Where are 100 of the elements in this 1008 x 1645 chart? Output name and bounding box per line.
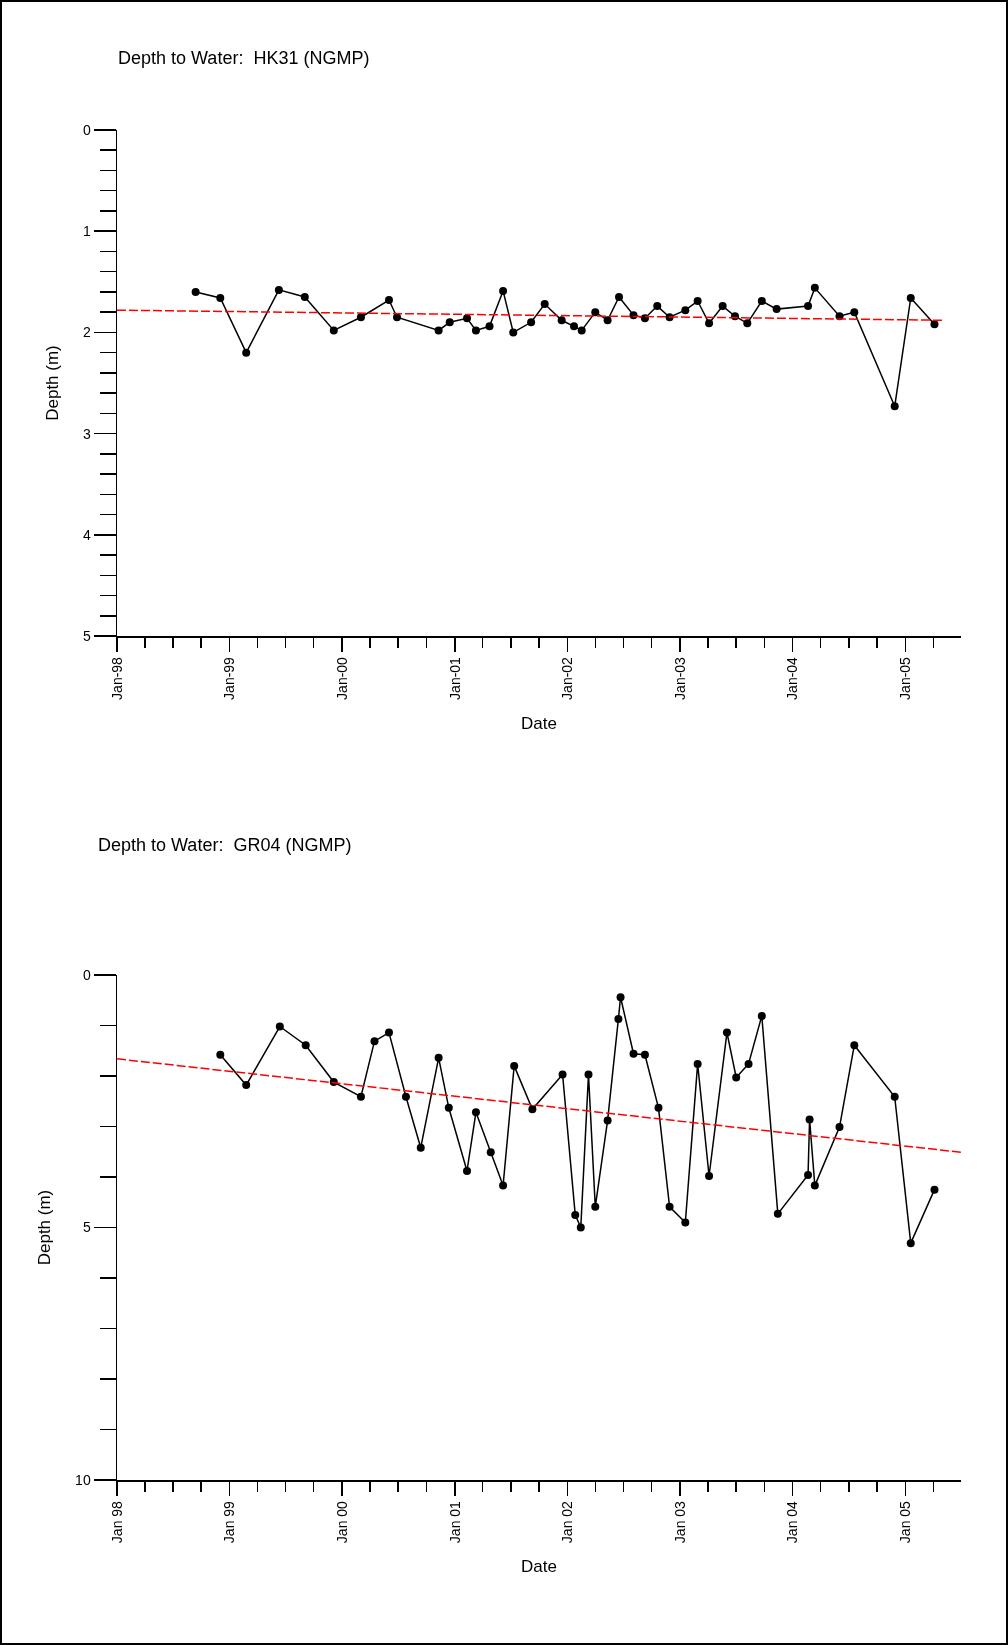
- x-axis-title: Date: [521, 1557, 557, 1577]
- point: [434, 326, 443, 335]
- point: [773, 1209, 782, 1218]
- point: [486, 1148, 495, 1157]
- point: [615, 292, 624, 301]
- point: [757, 297, 766, 306]
- x-tick-label: Jan-04: [784, 656, 801, 700]
- point: [629, 1049, 638, 1058]
- point: [329, 326, 338, 335]
- point: [356, 1092, 365, 1101]
- y-axis-title: Depth (m): [34, 1189, 54, 1266]
- x-tick-label: Jan-00: [333, 656, 350, 700]
- point: [393, 313, 401, 322]
- point: [705, 1171, 714, 1180]
- point: [906, 293, 915, 302]
- point: [591, 308, 600, 317]
- x-tick-label: Jan-02: [559, 656, 576, 700]
- point: [640, 1050, 649, 1059]
- point: [509, 328, 518, 337]
- point: [603, 316, 612, 325]
- x-tick-label: Jan 04: [784, 1500, 801, 1544]
- point: [499, 286, 508, 295]
- point: [384, 296, 393, 305]
- point: [216, 293, 225, 302]
- point: [274, 285, 283, 294]
- point: [705, 319, 714, 328]
- point: [463, 314, 471, 323]
- x-tick-label: Jan-03: [671, 656, 688, 700]
- point: [718, 302, 727, 311]
- point: [757, 1011, 766, 1020]
- point: [528, 1105, 537, 1114]
- point: [603, 1116, 612, 1125]
- y-axis-title: Depth (m): [42, 345, 62, 421]
- point: [681, 1218, 690, 1227]
- x-tick-label: Jan 99: [221, 1500, 238, 1544]
- point: [499, 1181, 508, 1190]
- point: [275, 1022, 284, 1031]
- x-tick-label: Jan 05: [897, 1500, 914, 1544]
- y-tick-label: 5: [82, 1219, 91, 1236]
- x-tick-label: Jan-99: [221, 656, 238, 700]
- x-axis-title: Date: [521, 714, 557, 734]
- chart-title: Depth to Water: HK31 (NGMP): [118, 48, 370, 69]
- point: [577, 326, 586, 335]
- point: [584, 1070, 593, 1079]
- point: [744, 1059, 753, 1068]
- point: [540, 300, 549, 309]
- point: [835, 1123, 844, 1132]
- point: [804, 302, 813, 311]
- point: [665, 1202, 674, 1211]
- point: [722, 1028, 731, 1037]
- y-tick-label: 10: [75, 1471, 91, 1488]
- point: [810, 1181, 819, 1190]
- point: [681, 306, 690, 315]
- point: [850, 308, 859, 317]
- y-tick-label: 1: [82, 223, 91, 240]
- point: [850, 1041, 859, 1050]
- point: [640, 314, 649, 323]
- point: [805, 1115, 814, 1124]
- point: [890, 402, 899, 411]
- y-tick-label: 0: [82, 121, 91, 138]
- x-tick-label: Jan 00: [333, 1500, 350, 1544]
- point: [772, 305, 781, 314]
- point: [653, 302, 662, 311]
- point: [434, 1053, 443, 1062]
- point: [654, 1103, 663, 1112]
- point: [242, 348, 251, 357]
- point: [693, 1059, 702, 1068]
- y-tick-label: 3: [82, 425, 91, 442]
- x-tick-label: Jan-05: [897, 656, 914, 700]
- point: [463, 1166, 471, 1175]
- point: [191, 287, 200, 296]
- point: [401, 1092, 410, 1101]
- point: [614, 1014, 623, 1023]
- point: [890, 1092, 899, 1101]
- point: [510, 1061, 519, 1070]
- point: [732, 1073, 741, 1082]
- point: [693, 297, 702, 306]
- point: [571, 1210, 580, 1219]
- point: [471, 1108, 480, 1117]
- point: [301, 1041, 310, 1050]
- x-tick-label: Jan 02: [559, 1500, 576, 1544]
- point: [557, 316, 566, 325]
- point: [444, 1103, 453, 1112]
- point: [810, 283, 819, 292]
- point: [804, 1170, 813, 1179]
- point: [384, 1028, 393, 1037]
- point: [629, 311, 638, 320]
- point: [930, 1185, 939, 1194]
- point: [930, 320, 939, 329]
- point: [216, 1050, 225, 1059]
- y-tick-label: 5: [82, 627, 91, 644]
- x-tick-label: Jan 01: [446, 1500, 463, 1544]
- y-tick-label: 0: [82, 966, 91, 983]
- point: [370, 1037, 379, 1046]
- chart-title: Depth to Water: GR04 (NGMP): [98, 835, 352, 856]
- point: [485, 322, 494, 331]
- point: [558, 1070, 567, 1079]
- x-tick-label: Jan 03: [671, 1500, 688, 1544]
- point: [591, 1202, 600, 1211]
- point: [576, 1223, 585, 1232]
